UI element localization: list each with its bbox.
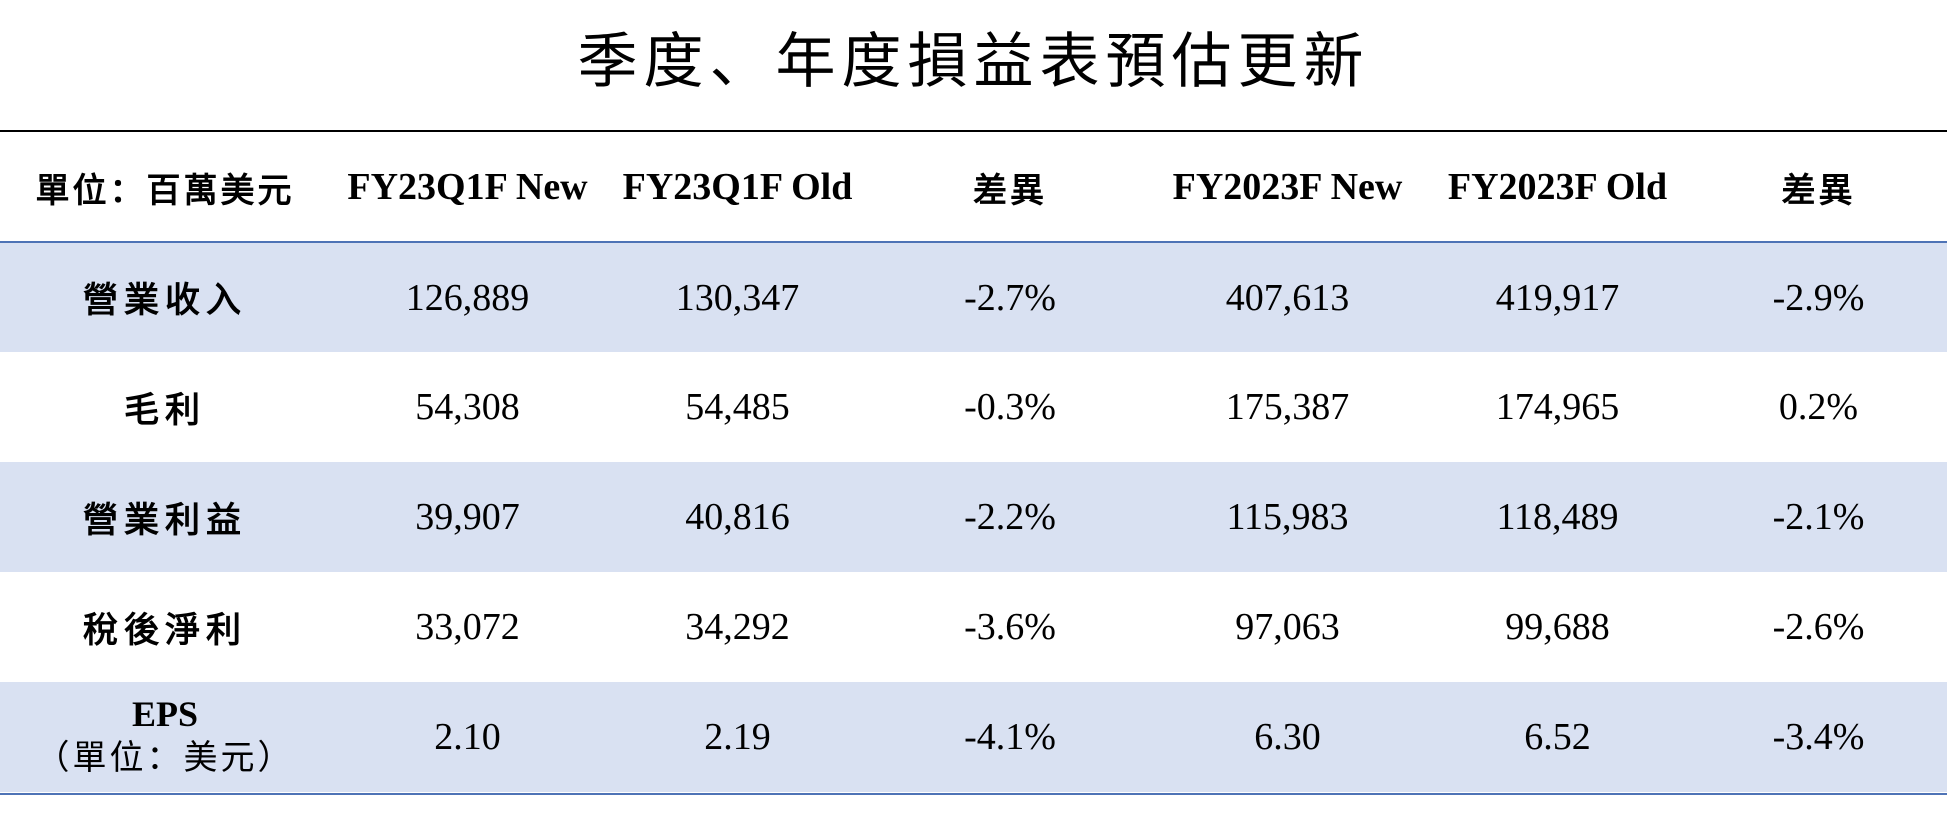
table-cell: 97,063	[1235, 606, 1340, 648]
table-cell: -2.6%	[1772, 606, 1865, 648]
table-cell: 6.52	[1524, 716, 1591, 758]
table-cell: -3.6%	[964, 606, 1056, 648]
table-cell: -4.1%	[964, 716, 1056, 758]
row-sublabel: （單位：美元）	[35, 738, 295, 778]
table-cell: -2.7%	[964, 276, 1056, 319]
table-cell: -2.2%	[964, 496, 1056, 538]
table-cell: 99,688	[1505, 606, 1610, 648]
table-cell: 33,072	[415, 606, 520, 648]
header-fy2023f-new: FY2023F New	[1172, 166, 1403, 208]
row-label: 毛利	[123, 390, 206, 431]
table-row: 稅後淨利 33,072 34,292 -3.6% 97,063 99,688 -…	[0, 572, 1947, 682]
table-cell: 115,983	[1226, 496, 1349, 538]
table-row: 營業收入 126,889 130,347 -2.7% 407,613 419,9…	[0, 242, 1947, 352]
table-cell: 54,308	[415, 386, 520, 428]
income-statement-table: 單位：百萬美元 FY23Q1F New FY23Q1F Old 差異 FY202…	[0, 133, 1947, 792]
table-row: 營業利益 39,907 40,816 -2.2% 115,983 118,489…	[0, 462, 1947, 572]
top-divider	[0, 130, 1947, 132]
header-fy23q1f-new: FY23Q1F New	[347, 166, 588, 208]
table-cell: 174,965	[1495, 386, 1620, 428]
header-unit: 單位：百萬美元	[35, 170, 295, 211]
header-row: 單位：百萬美元 FY23Q1F New FY23Q1F Old 差異 FY202…	[0, 133, 1947, 242]
table-cell: 39,907	[415, 496, 520, 538]
row-label: 營業利益	[82, 500, 247, 541]
table-cell: 2.19	[704, 716, 771, 758]
table-cell: 34,292	[685, 606, 790, 648]
header-fy23q1f-old: FY23Q1F Old	[622, 166, 853, 208]
header-quarter-diff: 差異	[973, 170, 1047, 211]
row-label: 稅後淨利	[82, 610, 247, 651]
table-cell: 0.2%	[1778, 386, 1859, 428]
row-label: 營業收入	[82, 281, 247, 321]
table-cell: 175,387	[1225, 386, 1350, 428]
table-row: 毛利 54,308 54,485 -0.3% 175,387 174,965 0…	[0, 352, 1947, 462]
header-year-diff: 差異	[1781, 170, 1856, 211]
table-cell: 130,347	[675, 276, 800, 319]
table-cell: 118,489	[1496, 496, 1619, 538]
table-cell: 40,816	[685, 496, 790, 538]
table-cell: -2.9%	[1772, 276, 1865, 319]
header-fy2023f-old: FY2023F Old	[1447, 166, 1668, 208]
table-cell: -0.3%	[964, 386, 1056, 428]
table-cell: 126,889	[405, 276, 530, 319]
table-cell: -3.4%	[1772, 716, 1865, 758]
table-cell: 407,613	[1225, 276, 1350, 319]
table-cell: 6.30	[1254, 716, 1321, 758]
table-cell: 419,917	[1495, 276, 1620, 319]
table-cell: 2.10	[434, 716, 501, 758]
row-label-eps: EPS （單位：美元）	[0, 682, 330, 792]
row-label: EPS	[131, 694, 199, 734]
table-cell: -2.1%	[1772, 496, 1865, 538]
table-cell: 54,485	[685, 386, 790, 428]
table-row: EPS （單位：美元） 2.10 2.19 -4.1% 6.30 6.52 -3…	[0, 682, 1947, 792]
page-title: 季度、年度損益表預估更新	[577, 27, 1370, 97]
bottom-divider	[0, 793, 1947, 795]
